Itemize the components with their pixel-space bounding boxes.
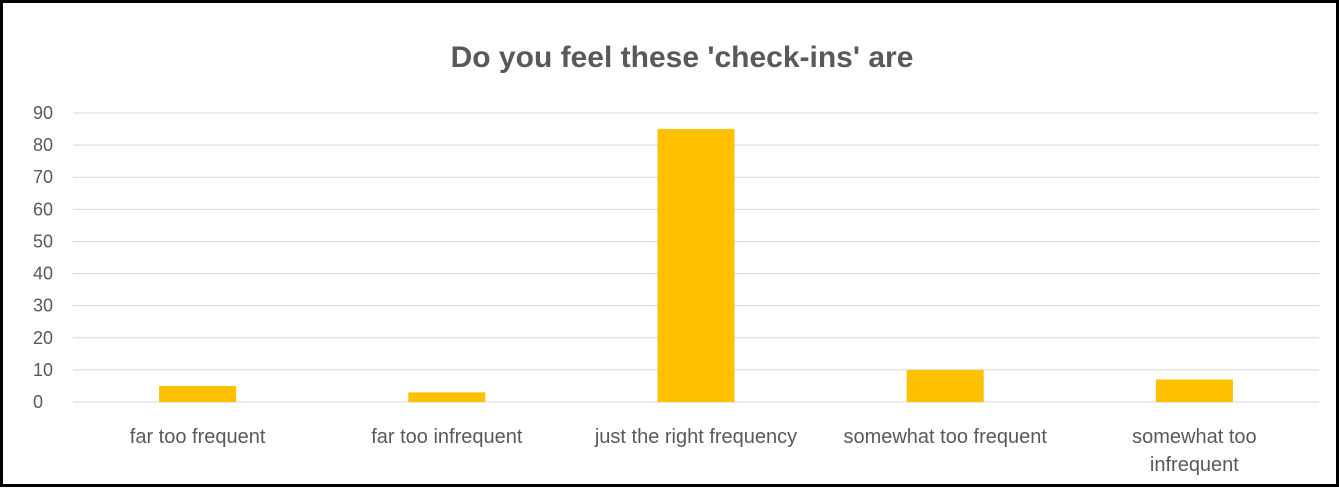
bar-far-too-infrequent: [408, 392, 486, 402]
x-category-label: somewhat too frequent: [843, 426, 1047, 448]
bar-just-the-right-frequency: [657, 129, 735, 403]
bar-chart: Do you feel these 'check-ins' are 0 10 20 3…: [33, 41, 1319, 476]
y-tick-label: 60: [33, 199, 53, 219]
x-category-label: far too frequent: [130, 426, 266, 448]
y-tick-label: 90: [33, 103, 53, 123]
x-axis-labels: far too frequent far too infrequent just t…: [130, 426, 1257, 476]
bar-far-too-frequent: [159, 385, 237, 402]
bar-somewhat-too-frequent: [906, 369, 984, 402]
y-tick-label: 80: [33, 135, 53, 155]
chart-title: Do you feel these 'check-ins' are: [451, 41, 914, 74]
y-tick-label: 20: [33, 328, 53, 348]
y-tick-label: 10: [33, 360, 53, 380]
y-axis-ticks: 0 10 20 30 40 50 60 70 80 90: [33, 103, 53, 412]
y-tick-label: 50: [33, 231, 53, 251]
bar-somewhat-too-infrequent: [1155, 379, 1233, 402]
x-category-label: just the right frequency: [594, 426, 797, 448]
y-tick-label: 70: [33, 167, 53, 187]
bars: [159, 129, 1233, 403]
x-category-label: far too infrequent: [371, 426, 523, 448]
y-tick-label: 30: [33, 296, 53, 316]
x-category-label: somewhat too infrequent: [1132, 426, 1257, 476]
y-tick-label: 40: [33, 264, 53, 284]
y-tick-label: 0: [33, 392, 43, 412]
